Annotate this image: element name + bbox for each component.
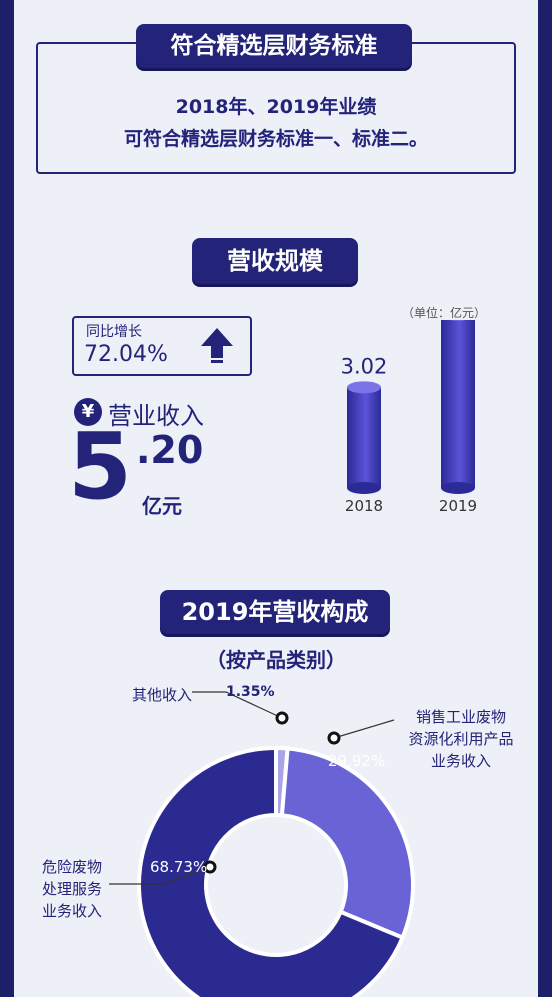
growth-label: 同比增长 xyxy=(86,324,142,340)
bar-category-label: 2018 xyxy=(345,497,383,515)
leader-line-mid xyxy=(333,719,395,739)
slice-label-large-line: 处理服务 xyxy=(42,880,102,898)
revenue-big-int: 5 xyxy=(68,413,133,520)
revenue-unit: 亿元 xyxy=(142,494,182,518)
donut-slice-2 xyxy=(279,746,415,941)
label-dot-other xyxy=(275,711,289,725)
leader-line-large xyxy=(109,866,211,885)
bar-2019 xyxy=(441,320,475,488)
slice-label-large-line: 业务收入 xyxy=(42,902,102,920)
bar-cap-2018 xyxy=(347,381,381,394)
composition-donut-chart: 其他收入 1.35%29.92%销售工业废物资源化利用产品业务收入68.73%危险… xyxy=(42,684,514,997)
slice-value-large: 68.73% xyxy=(150,858,207,876)
standard-title: 符合精选层财务标准 xyxy=(136,24,412,68)
revenue-bar-chart: 3.0220185.202019 xyxy=(341,320,477,515)
bar-category-label: 2019 xyxy=(439,497,477,515)
composition-title: 2019年营收构成 xyxy=(160,590,390,634)
bar-base-2019 xyxy=(441,482,475,494)
standard-line-2: 可符合精选层财务标准一、标准二。 xyxy=(123,128,428,150)
up-arrow-icon xyxy=(201,328,233,363)
infographic-page: 符合精选层财务标准 2018年、2019年业绩 可符合精选层财务标准一、标准二。… xyxy=(14,0,538,997)
standard-line-1: 2018年、2019年业绩 xyxy=(175,96,377,118)
composition-subtitle: （按产品类别） xyxy=(206,648,346,672)
unit-note: （单位：亿元） xyxy=(402,306,487,320)
bar-cap-2019 xyxy=(450,320,466,321)
revenue-big-dec: .20 xyxy=(136,428,204,472)
slice-label-large-line: 危险废物 xyxy=(42,858,102,876)
slice-label-mid-line: 资源化利用产品 xyxy=(408,730,513,748)
leader-line-other xyxy=(192,691,283,719)
slice-label-other: 其他收入 xyxy=(132,686,192,704)
label-dot-mid xyxy=(327,731,341,745)
revenue-label: 营业收入 xyxy=(108,402,204,430)
donut-slice-3 xyxy=(137,745,406,997)
yen-icon: ¥ xyxy=(74,398,102,426)
growth-box xyxy=(72,316,252,376)
bar-2018 xyxy=(347,387,381,488)
bar-base-2018 xyxy=(347,482,381,494)
revenue-title: 营收规模 xyxy=(192,238,358,284)
slice-label-mid-line: 销售工业废物 xyxy=(416,708,506,726)
slice-label-mid-line: 业务收入 xyxy=(431,752,491,770)
label-dot-large xyxy=(203,860,217,874)
slice-value-other: 1.35% xyxy=(226,684,275,700)
slice-value-mid: 29.92% xyxy=(328,752,385,770)
bar-value-label: 3.02 xyxy=(341,354,388,378)
growth-value: 72.04% xyxy=(84,342,168,367)
